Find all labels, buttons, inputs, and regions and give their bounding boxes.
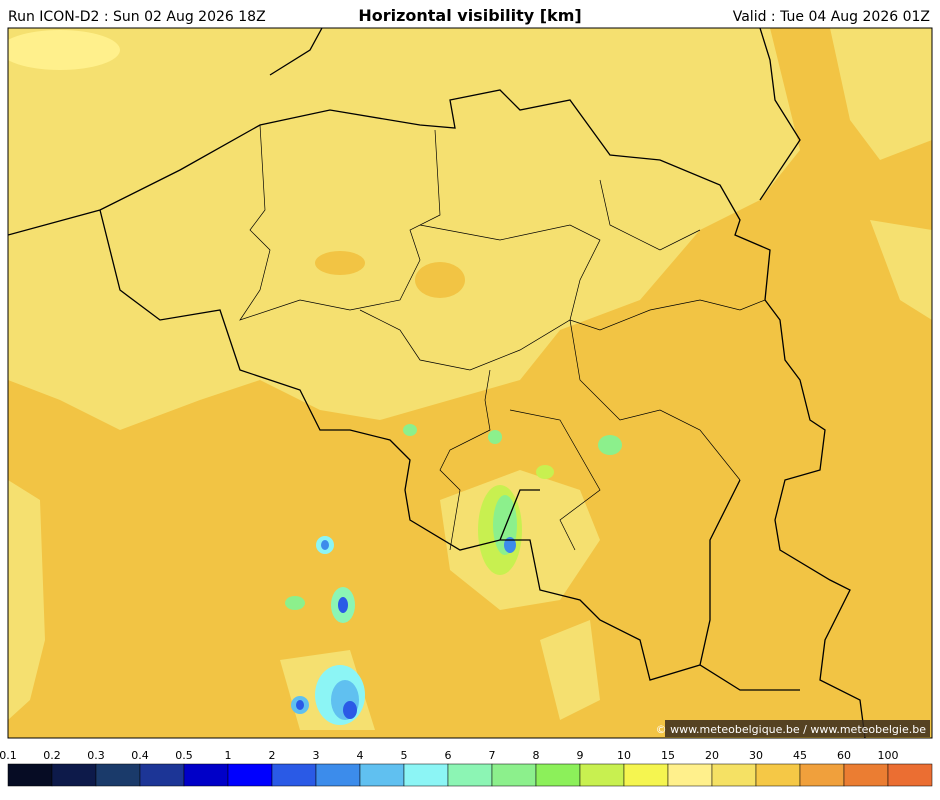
colorbar-swatch xyxy=(51,763,97,787)
colorbar-swatch xyxy=(447,763,493,787)
colorbar-swatch xyxy=(491,763,537,787)
colorbar-label: 0.5 xyxy=(175,749,193,762)
colorbar-swatch xyxy=(183,763,229,787)
colorbar-swatch xyxy=(315,763,361,787)
credit-box xyxy=(665,720,930,737)
colorbar-swatch xyxy=(623,763,669,787)
colorbar-label: 30 xyxy=(749,749,763,762)
colorbar-label: 20 xyxy=(705,749,719,762)
colorbar-label: 0.3 xyxy=(87,749,105,762)
colorbar-label: 60 xyxy=(837,749,851,762)
colorbar-swatch xyxy=(755,763,801,787)
colorbar-swatch xyxy=(95,763,141,787)
colorbar-swatch xyxy=(7,763,53,787)
map-title: Horizontal visibility [km] xyxy=(358,6,581,25)
run-label: Run ICON-D2 : Sun 02 Aug 2026 18Z xyxy=(8,9,266,25)
colorbar-swatch xyxy=(843,763,889,787)
colorbar-label: 45 xyxy=(793,749,807,762)
colorbar-swatch xyxy=(887,763,933,787)
colorbar-label: 1 xyxy=(225,749,232,762)
colorbar-label: 10 xyxy=(617,749,631,762)
colorbar-label: 7 xyxy=(489,749,496,762)
colorbar-swatch xyxy=(799,763,845,787)
colorbar-swatch xyxy=(535,763,581,787)
colorbar-swatch xyxy=(271,763,317,787)
colorbar-swatch xyxy=(711,763,757,787)
credit: © www.meteobelgique.be / www.meteobelgie… xyxy=(656,723,927,736)
colorbar-label: 0.2 xyxy=(43,749,61,762)
colorbar-label: 0.1 xyxy=(0,749,17,762)
colorbar-swatch xyxy=(403,763,449,787)
low-visibility-patches xyxy=(285,424,622,725)
map xyxy=(7,27,933,739)
colorbar-label: 8 xyxy=(533,749,540,762)
colorbar-label: 2 xyxy=(269,749,276,762)
colorbar-label: 4 xyxy=(357,749,364,762)
colorbar-label: 0.4 xyxy=(131,749,149,762)
colorbar-swatch xyxy=(359,763,405,787)
colorbar-label: 9 xyxy=(577,749,584,762)
colorbar-swatch xyxy=(579,763,625,787)
colorbar-label: 15 xyxy=(661,749,675,762)
colorbar-label: 100 xyxy=(878,749,899,762)
colorbar: 0.1 0.2 0.3 0.4 0.5 1 2 3 4 5 6 7 8 9 10 15 20 30 45 60 100 xyxy=(0,749,933,787)
colorbar-label: 3 xyxy=(313,749,320,762)
colorbar-swatch xyxy=(667,763,713,787)
colorbar-label: 6 xyxy=(445,749,452,762)
colorbar-swatch xyxy=(139,763,185,787)
valid-label: Valid : Tue 04 Aug 2026 01Z xyxy=(733,9,930,25)
colorbar-label: 5 xyxy=(401,749,408,762)
borders xyxy=(8,28,866,738)
colorbar-swatch xyxy=(227,763,273,787)
